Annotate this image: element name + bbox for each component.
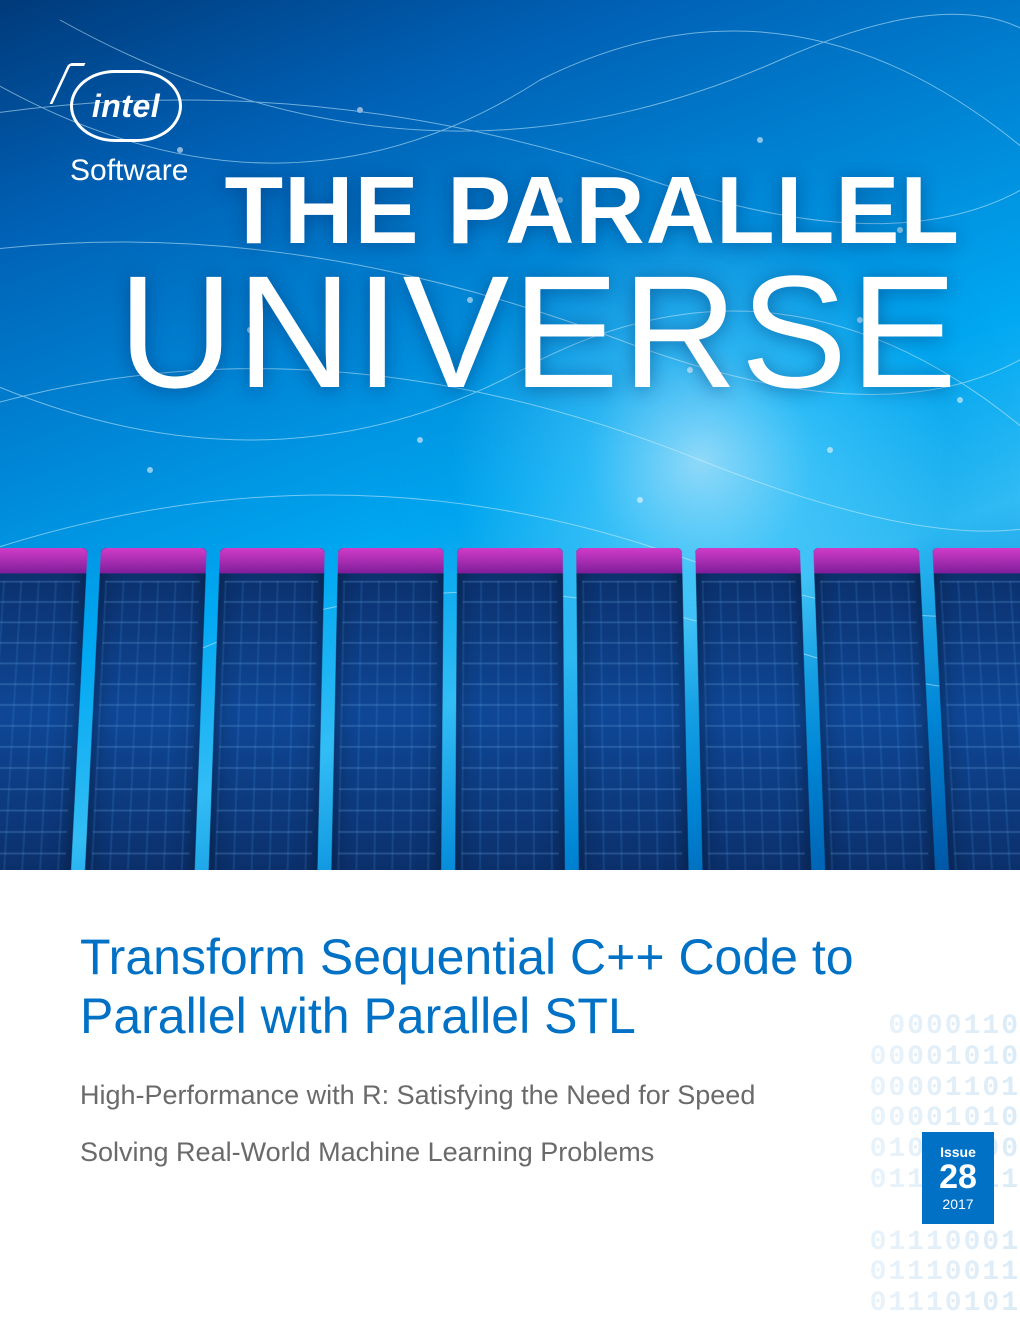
issue-year: 2017 — [922, 1196, 994, 1212]
server-racks-decoration — [0, 548, 1020, 870]
intel-logo-badge: intel — [70, 70, 182, 142]
cover-text-section: 0000110 00001010 00001101 00001010 01001… — [0, 870, 1020, 1320]
cover-headline: Transform Sequential C++ Code to Paralle… — [80, 928, 900, 1046]
magazine-title: THE PARALLEL UNIVERSE — [118, 165, 960, 408]
magazine-title-line2: UNIVERSE — [118, 256, 960, 408]
issue-number: 28 — [922, 1160, 994, 1194]
cover-subtitle-2: Solving Real-World Machine Learning Prob… — [80, 1137, 940, 1168]
cover-subtitle-1: High-Performance with R: Satisfying the … — [80, 1080, 940, 1111]
intel-logo-text: intel — [92, 88, 160, 125]
hero-image: intel Software THE PARALLEL UNIVERSE — [0, 0, 1020, 870]
issue-badge: Issue 28 2017 — [922, 1132, 994, 1224]
